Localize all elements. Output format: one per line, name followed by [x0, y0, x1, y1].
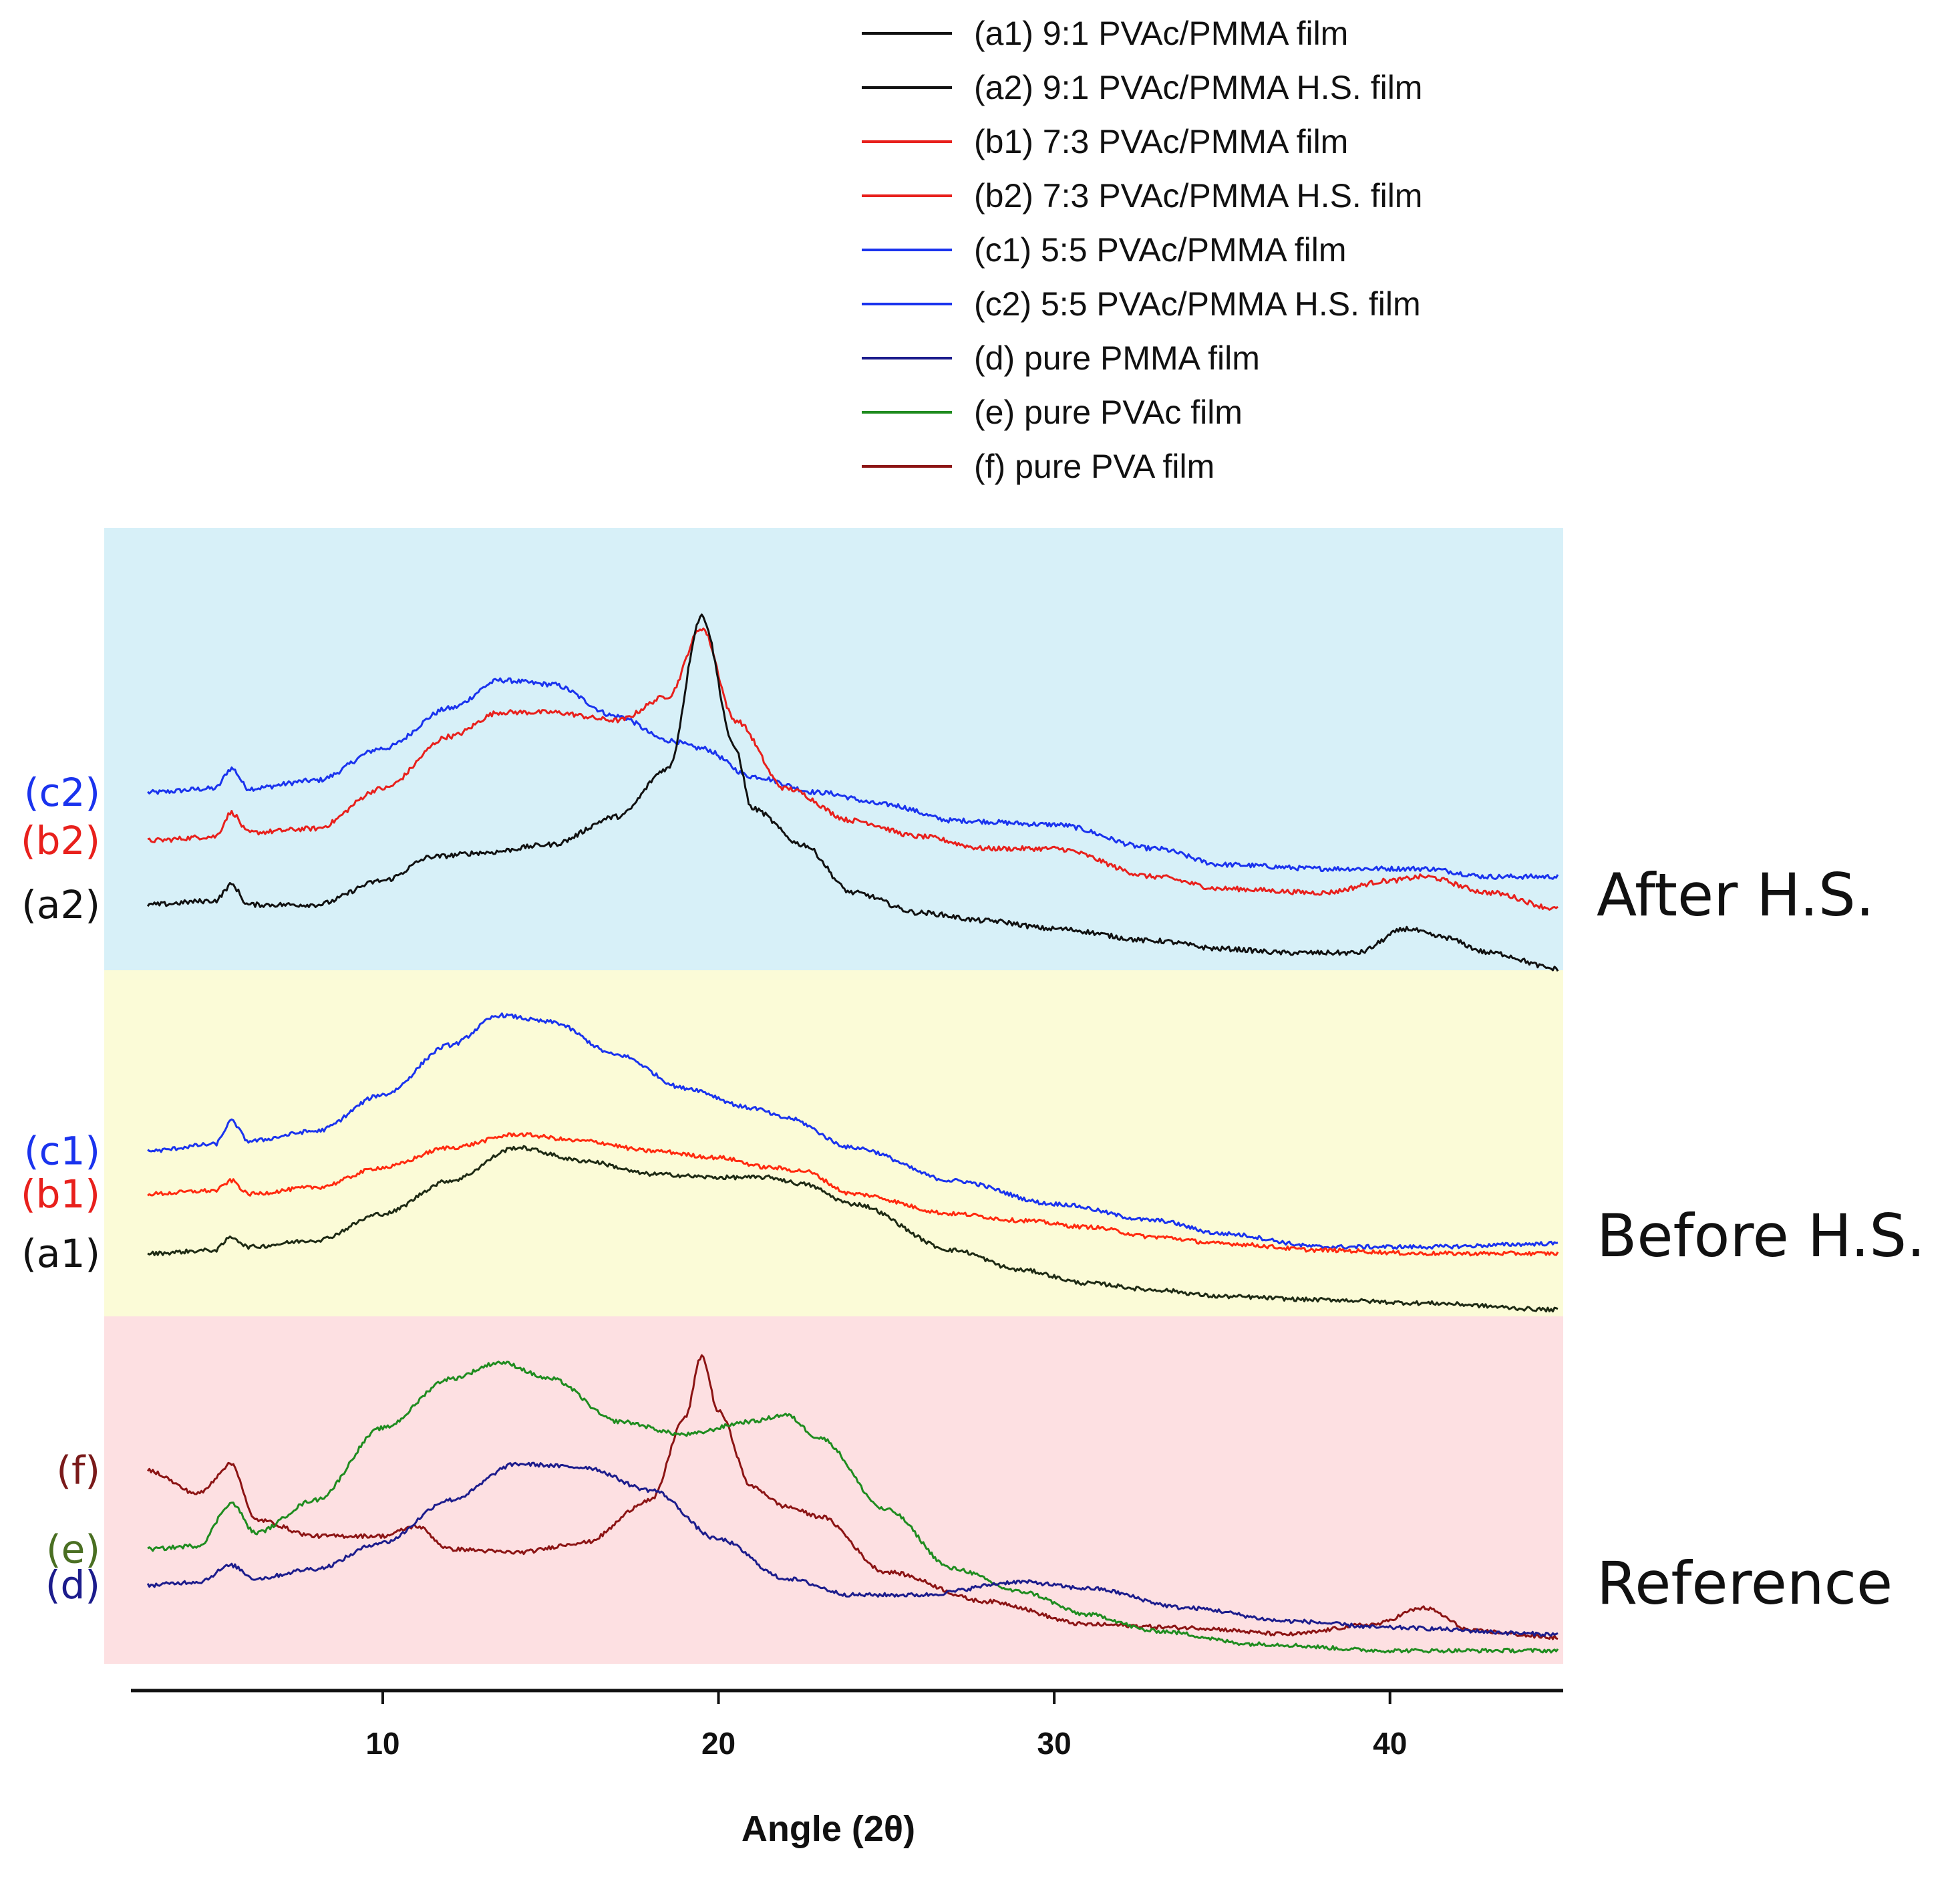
- legend-label: (c2) 5:5 PVAc/PMMA H.S. film: [974, 285, 1421, 323]
- trace-a2: [146, 613, 1559, 972]
- trace-c1: [147, 1012, 1559, 1250]
- section-label-after: After H.S.: [1597, 861, 1874, 929]
- trace-label-d: (d): [45, 1562, 100, 1608]
- panel-background-reference: [104, 1316, 1563, 1664]
- legend-label: (c1) 5:5 PVAc/PMMA film: [974, 231, 1347, 269]
- panel-background-after-h-s: [104, 528, 1563, 970]
- trace-c2: [147, 677, 1559, 880]
- legend: (a1) 9:1 PVAc/PMMA film (a2) 9:1 PVAc/PMM…: [862, 15, 1422, 485]
- legend-label: (b1) 7:3 PVAc/PMMA film: [974, 123, 1348, 160]
- legend-label: (d) pure PMMA film: [974, 339, 1260, 377]
- panel-backgrounds: [104, 528, 1563, 1664]
- section-label-reference: Reference: [1597, 1549, 1893, 1618]
- trace-label-b2: (b2): [21, 818, 100, 863]
- trace-label-b1: (b1): [21, 1171, 100, 1217]
- section-labels: After H.S. Before H.S. Reference: [1597, 861, 1925, 1618]
- trace-label-a2: (a2): [21, 882, 100, 927]
- x-axis: 10 20 30 40 Angle (2θ): [131, 1689, 1563, 1849]
- trace-label-e: (e): [46, 1526, 100, 1572]
- trace-d: [146, 1461, 1559, 1637]
- x-tick-label: 10: [365, 1726, 399, 1761]
- trace-b2: [147, 627, 1559, 911]
- trace-label-c2: (c2): [24, 770, 100, 815]
- legend-label: (e) pure PVAc film: [974, 394, 1243, 431]
- section-label-before: Before H.S.: [1597, 1201, 1925, 1270]
- x-axis-label: Angle (2θ): [742, 1809, 915, 1849]
- trace-label-c1: (c1): [24, 1128, 100, 1173]
- legend-label: (b2) 7:3 PVAc/PMMA H.S. film: [974, 177, 1422, 214]
- trace-f: [146, 1354, 1559, 1640]
- trace-labels: (c2)(b2) (a2) (c1)(b1) (a1) (f) (e)(d): [21, 770, 100, 1608]
- x-tick-label: 20: [701, 1726, 736, 1761]
- x-tick-label: 30: [1037, 1726, 1072, 1761]
- traces: [146, 613, 1559, 1654]
- legend-label: (a2) 9:1 PVAc/PMMA H.S. film: [974, 69, 1422, 106]
- trace-b1: [147, 1132, 1559, 1257]
- trace-label-a1: (a1): [21, 1231, 100, 1276]
- legend-label: (a1) 9:1 PVAc/PMMA film: [974, 15, 1348, 52]
- x-tick-label: 40: [1373, 1726, 1407, 1761]
- legend-label: (f) pure PVA film: [974, 448, 1214, 485]
- trace-a1: [147, 1145, 1559, 1313]
- trace-e: [147, 1360, 1559, 1654]
- x-ticks: 10 20 30 40: [365, 1691, 1407, 1761]
- trace-label-f: (f): [56, 1448, 100, 1493]
